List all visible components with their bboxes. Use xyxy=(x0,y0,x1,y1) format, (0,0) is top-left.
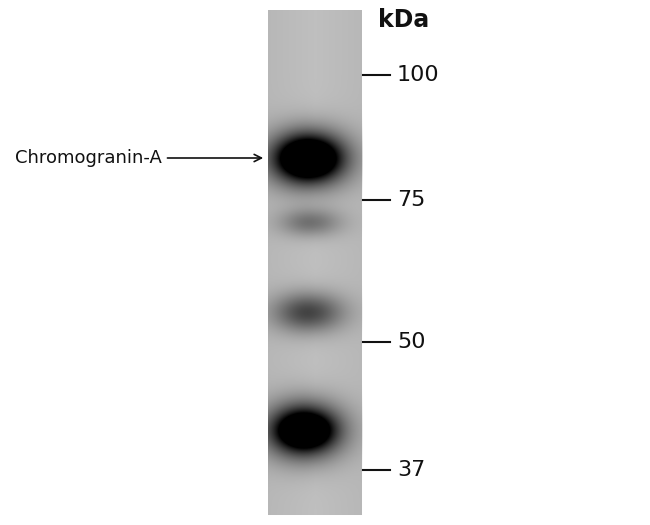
Text: 75: 75 xyxy=(397,190,425,210)
Text: Chromogranin-A: Chromogranin-A xyxy=(15,149,261,167)
Text: 50: 50 xyxy=(397,332,426,352)
Text: 100: 100 xyxy=(397,65,439,85)
Text: kDa: kDa xyxy=(378,8,429,32)
Text: 37: 37 xyxy=(397,460,425,480)
